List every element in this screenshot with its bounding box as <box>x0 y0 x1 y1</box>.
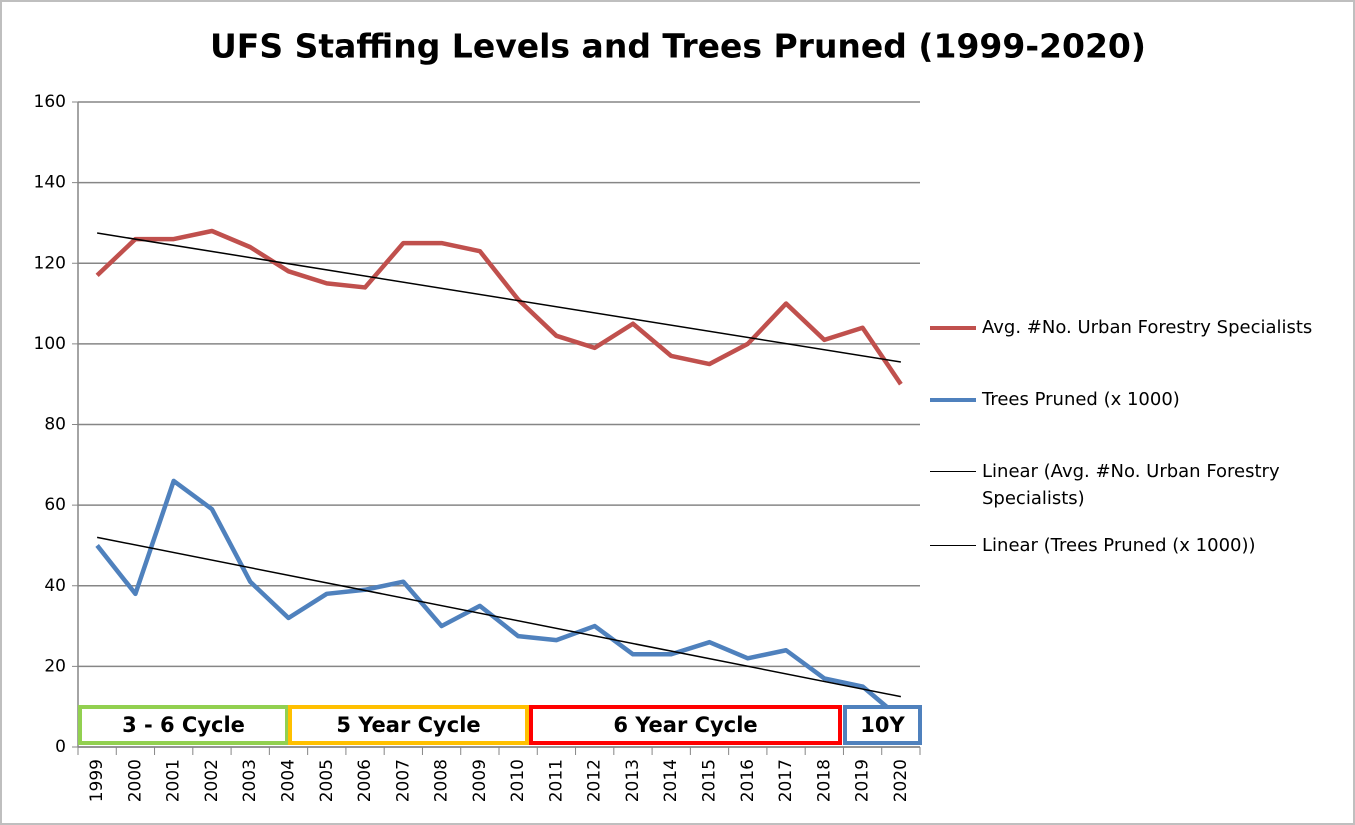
legend-swatch <box>930 545 976 547</box>
cycle-box <box>78 705 289 745</box>
legend-label: Avg. #No. Urban Forestry Specialists <box>982 317 1313 338</box>
x-tick-label: 2009 <box>470 759 490 802</box>
cycle-box <box>288 705 529 745</box>
y-tick-label: 100 <box>34 334 66 354</box>
x-tick-label: 1999 <box>87 759 107 802</box>
legend-item: Avg. #No. Urban Forestry Specialists <box>930 314 1330 341</box>
cycle-label: 6 Year Cycle <box>613 713 757 737</box>
y-tick-label: 140 <box>34 173 66 193</box>
x-tick-label: 2020 <box>891 759 911 802</box>
y-tick-label: 0 <box>55 737 66 757</box>
x-tick-label: 2017 <box>776 759 796 802</box>
cycle-box <box>529 705 842 745</box>
x-tick-label: 2013 <box>623 759 643 802</box>
trendline <box>96 536 902 698</box>
x-tick-label: 2010 <box>508 759 528 802</box>
y-tick-label: 120 <box>34 253 66 273</box>
y-tick-label: 160 <box>34 92 66 112</box>
chart-title: UFS Staffing Levels and Trees Pruned (19… <box>210 27 1146 66</box>
legend-item: Linear (Trees Pruned (x 1000)) <box>930 532 1330 559</box>
legend-item: Linear (Avg. #No. Urban Forestry Special… <box>930 458 1330 512</box>
x-tick-label: 2008 <box>432 759 452 802</box>
legend-label: Linear (Trees Pruned (x 1000)) <box>982 535 1256 556</box>
x-tick-label: 2000 <box>125 759 145 802</box>
x-tick-label: 2014 <box>661 759 681 802</box>
series-line <box>95 478 903 721</box>
x-tick-label: 2005 <box>317 759 337 802</box>
legend-swatch <box>930 471 976 473</box>
x-tick-label: 2002 <box>202 759 222 802</box>
x-tick-label: 2019 <box>853 759 873 802</box>
cycle-label: 3 - 6 Cycle <box>122 713 245 737</box>
x-tick-label: 2001 <box>164 759 184 802</box>
legend-swatch <box>930 325 976 330</box>
x-tick-label: 2003 <box>240 759 260 802</box>
cycle-box <box>843 705 922 745</box>
x-tick-label: 2006 <box>355 759 375 802</box>
legend-item: Trees Pruned (x 1000) <box>930 386 1330 413</box>
trendline <box>97 232 901 363</box>
x-tick-label: 2015 <box>700 759 720 802</box>
x-tick-label: 2007 <box>393 759 413 802</box>
cycle-label: 5 Year Cycle <box>336 713 480 737</box>
x-tick-label: 2004 <box>279 759 299 802</box>
y-tick-label: 40 <box>44 576 66 596</box>
x-tick-label: 2011 <box>546 759 566 802</box>
legend-label: Trees Pruned (x 1000) <box>982 389 1180 410</box>
y-tick-label: 80 <box>44 415 66 435</box>
x-tick-label: 2012 <box>585 759 605 802</box>
legend-label: Linear (Avg. #No. Urban Forestry Special… <box>982 461 1280 509</box>
series-line <box>95 228 903 386</box>
legend-swatch <box>930 397 976 402</box>
cycle-label: 10Y <box>860 713 905 737</box>
y-tick-label: 20 <box>44 656 66 676</box>
x-tick-label: 2016 <box>738 759 758 802</box>
x-tick-label: 2018 <box>814 759 834 802</box>
y-tick-label: 60 <box>44 495 66 515</box>
